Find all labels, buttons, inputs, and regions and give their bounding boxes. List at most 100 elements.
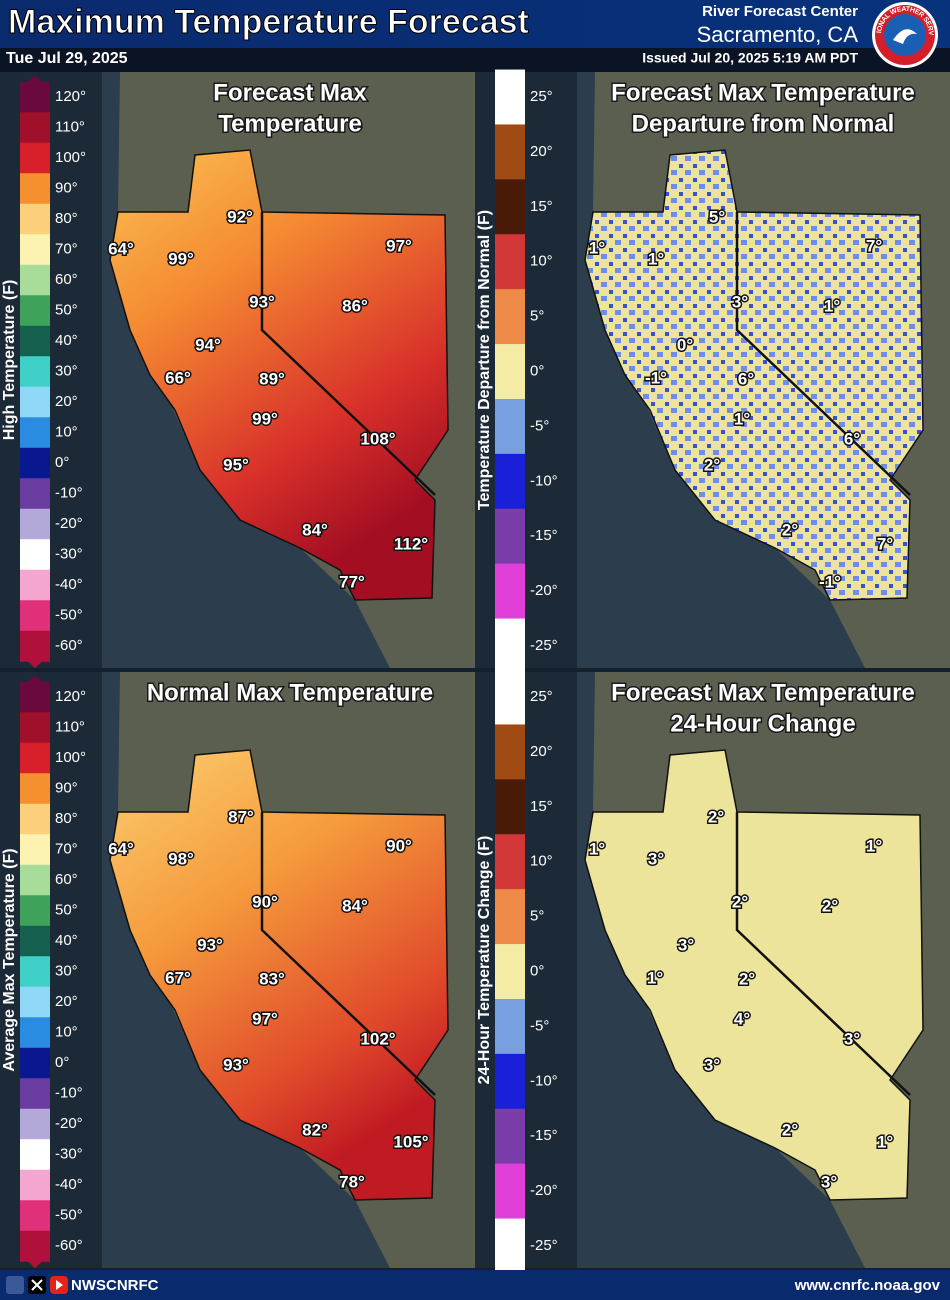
scale-label: 5° <box>530 308 544 325</box>
office: River Forecast Center <box>702 3 858 20</box>
map-label: 1° <box>734 409 750 428</box>
scale-swatch <box>20 925 50 957</box>
map-label: 99° <box>252 409 278 428</box>
scale-swatch <box>20 864 50 896</box>
scale-swatch <box>20 630 50 662</box>
map-label: 83° <box>259 969 285 988</box>
map-label: 4° <box>734 1009 750 1028</box>
scale-swatch <box>495 834 525 890</box>
scale-label: 120° <box>55 688 86 705</box>
map-label: 102° <box>360 1029 395 1048</box>
scale-label: -60° <box>55 637 83 654</box>
scale-swatch <box>495 1053 525 1110</box>
map-label: 3° <box>704 1055 720 1074</box>
state-border <box>260 212 436 496</box>
title: Maximum Temperature Forecast <box>8 3 529 41</box>
map-label: 1° <box>589 839 605 858</box>
map-label: -1° <box>645 368 667 387</box>
scale-swatch <box>20 1108 50 1140</box>
scale-label: 80° <box>55 810 78 827</box>
scale-label: -60° <box>55 1237 83 1254</box>
map-label: 92° <box>227 207 253 226</box>
panels: 120° 110° 100° 90° 80° 70° 60° 50° 40° 30° 20° 10° 0… <box>0 69 950 1274</box>
scale-background <box>0 672 102 1268</box>
map-label: 2° <box>708 807 724 826</box>
scale-title: 24-Hour Temperature Change (F) <box>476 836 493 1085</box>
scale-label: 10° <box>530 853 553 870</box>
map-label: 97° <box>252 1009 278 1028</box>
map-label: 1° <box>589 238 605 257</box>
forecast-region <box>109 749 449 1201</box>
map-label: 99° <box>168 249 194 268</box>
scale-swatch <box>20 264 50 296</box>
scale-swatch <box>20 1230 50 1262</box>
map-label: 5° <box>709 207 725 226</box>
map-label: 3° <box>732 292 748 311</box>
panel-title: Forecast Max Temperature <box>611 79 915 106</box>
scale-swatch <box>20 1169 50 1201</box>
panel: 120° 110° 100° 90° 80° 70° 60° 50° 40° 30° 20° 10° 0… <box>0 72 475 668</box>
forecast-region <box>584 149 924 601</box>
map-label: 1° <box>647 968 663 987</box>
panel: 25° 20° 15° 10° 5° 0° -5° -10° -15° -20° -25° Tempe… <box>475 69 950 674</box>
map-label: 86° <box>342 296 368 315</box>
scale-label: -20° <box>530 1182 558 1199</box>
location: Sacramento, CA <box>697 22 859 47</box>
scale-swatch <box>20 834 50 866</box>
scale-label: 60° <box>55 871 78 888</box>
map-label: 84° <box>302 520 328 539</box>
scale-swatch <box>20 1139 50 1171</box>
map-label: 84° <box>342 896 368 915</box>
scale-swatch <box>495 563 525 620</box>
map-label: 78° <box>339 1172 365 1191</box>
map-label: 2° <box>704 455 720 474</box>
state-border <box>260 812 436 1096</box>
map-label: 1° <box>866 836 882 855</box>
map-label: 7° <box>866 236 882 255</box>
scale-label: -50° <box>55 606 83 623</box>
scale-label: 10° <box>530 253 553 270</box>
state-border <box>735 812 911 1096</box>
scale-title: Temperature Departure from Normal (F) <box>476 210 493 510</box>
scale-swatch <box>495 779 525 835</box>
scale-swatch <box>495 998 525 1055</box>
scale-swatch <box>495 453 525 510</box>
scale-swatch <box>495 69 525 125</box>
map-label: 93° <box>197 935 223 954</box>
scale-swatch <box>495 669 525 725</box>
scale-label: -20° <box>55 1115 83 1132</box>
scale-swatch <box>20 81 50 113</box>
scale-swatch <box>20 173 50 205</box>
scale-swatch <box>495 889 525 945</box>
map-label: 6° <box>844 429 860 448</box>
map-label: 2° <box>822 896 838 915</box>
scale-swatch <box>20 895 50 927</box>
map-label: 98° <box>168 849 194 868</box>
social-handle[interactable]: NWSCNRFC <box>71 1277 159 1294</box>
map-label: 112° <box>394 534 428 553</box>
map-label: 94° <box>195 335 221 354</box>
scale-label: 90° <box>55 779 78 796</box>
scale-label: 20° <box>55 393 78 410</box>
scale-label: 10° <box>55 423 78 440</box>
state-border <box>735 212 911 496</box>
map-label: 105° <box>393 1132 428 1151</box>
website[interactable]: www.cnrfc.noaa.gov <box>794 1277 941 1294</box>
scale-swatch <box>20 508 50 540</box>
scale-label: -25° <box>530 1237 558 1254</box>
scale-swatch <box>20 539 50 571</box>
scale-label: -30° <box>55 545 83 562</box>
panel-title: Forecast Max <box>213 79 367 106</box>
map-label: 7° <box>877 534 893 553</box>
scale-label: 30° <box>55 362 78 379</box>
scale-label: 50° <box>55 301 78 318</box>
scale-background <box>475 672 577 1268</box>
scale-label: 15° <box>530 798 553 815</box>
scale-swatch <box>495 289 525 345</box>
scale-swatch <box>20 1200 50 1232</box>
scale-label: 10° <box>55 1023 78 1040</box>
scale-label: -15° <box>530 1127 558 1144</box>
scale-label: 110° <box>55 718 85 735</box>
map-label: 2° <box>739 969 755 988</box>
facebook-icon[interactable] <box>6 1276 24 1294</box>
